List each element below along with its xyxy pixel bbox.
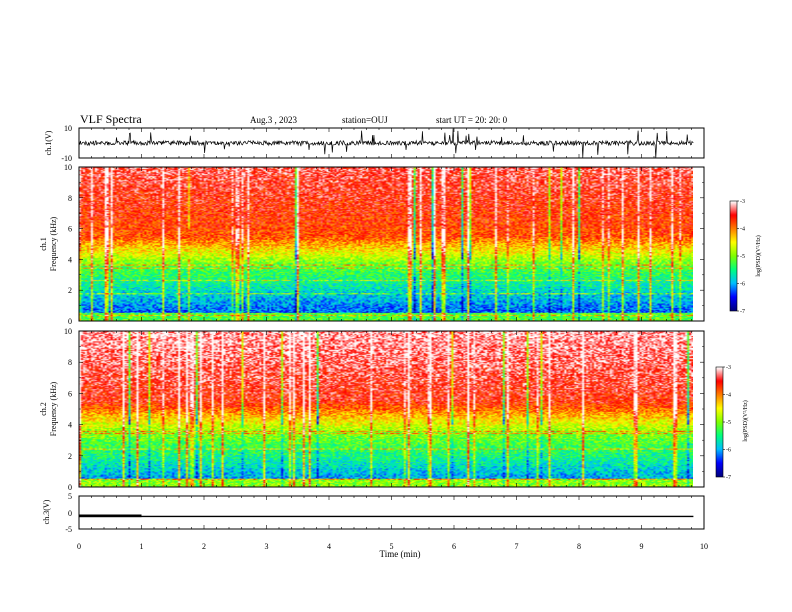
x-tick-label: 9 [640,542,644,551]
colorbar-gradient [716,367,723,477]
ch3-wave-ytick-bottom: -5 [65,525,72,534]
ch3-wave-ylabel: ch.3(V) [42,499,51,524]
x-tick-label: 3 [265,542,269,551]
freq-tick-label: 8 [68,194,72,203]
ch1-wave-ytick-bottom: -10 [61,154,72,163]
station-label: station=OUJ [342,115,388,125]
freq-tick-label: 4 [68,421,72,430]
ch2-spectrogram-image [79,331,693,487]
x-tick-label: 4 [327,542,331,551]
ch3-wave-ytick-mid: 0 [68,509,72,518]
freq-tick-label: 2 [68,286,72,295]
ch1-wave-ytick-top: 10 [64,124,72,133]
ch3-wave-ytick-top: 5 [68,492,72,501]
x-axis-ticks: 0 1 2 3 4 5 6 7 8 9 10 [77,128,708,551]
ch2-spec-yticks: 0 2 4 6 8 10 [64,327,704,492]
date-label: Aug.3 , 2023 [250,115,297,125]
colorbar-gradient [730,201,737,311]
freq-tick-label: 0 [68,483,72,492]
x-tick-label: 2 [202,542,206,551]
freq-tick-label: 6 [68,389,72,398]
chart-title: VLF Spectra [80,112,142,126]
freq-tick-label: 4 [68,255,72,264]
colorbar-tick-label: -4 [740,227,745,233]
ch1-spectrogram-image [79,167,693,321]
ch2-colorbar-label: log(PSD)(V²/Hz) [742,400,749,441]
ch1-spec-yticks: 0 2 4 6 8 10 [64,163,704,326]
freq-tick-label: 10 [64,327,72,336]
x-tick-label: 10 [700,542,708,551]
ch1-spec-ylabel-ch: ch.1 [39,237,48,251]
colorbar-tick-label: -4 [726,393,731,399]
colorbar-tick-label: -6 [740,282,745,288]
colorbar-tick-label: -5 [726,420,731,426]
ch3-waveform-frame [78,495,705,530]
x-tick-label: 7 [515,542,519,551]
colorbar-tick-label: -3 [726,365,731,371]
start-ut-label: start UT = 20: 20: 0 [436,115,508,125]
ch1-spec-ylabel-freq: Frequency (kHz) [49,216,58,271]
ch1-wave-ylabel: ch.1(V) [44,130,53,155]
colorbar-tick-label: -3 [740,199,745,205]
colorbar-tick-label: -7 [726,475,731,481]
x-tick-label: 1 [140,542,144,551]
ch2-spec-ylabel-freq: Frequency (kHz) [49,381,58,436]
freq-tick-label: 6 [68,225,72,234]
ch2-spec-ylabel-ch: ch.2 [39,402,48,416]
ch1-waveform-line [78,128,694,159]
freq-tick-label: 10 [64,163,72,172]
colorbar-tick-label: -6 [726,448,731,454]
ch2-colorbar-ticks: -3 -4 -5 -6 -7 [723,365,731,481]
x-axis-label: Time (min) [380,549,421,559]
ch3-waveform-panel: 5 0 -5 ch.3(V) [42,492,705,534]
colorbar-tick-label: -5 [740,254,745,260]
x-tick-label: 8 [577,542,581,551]
ch1-colorbar-label: log(PSD)(V²/Hz) [755,235,762,276]
freq-tick-label: 0 [68,317,72,326]
freq-tick-label: 8 [68,358,72,367]
freq-tick-label: 2 [68,452,72,461]
x-tick-label: 5 [390,542,394,551]
colorbar-tick-label: -7 [740,309,745,315]
ch1-colorbar-ticks: -3 -4 -5 -6 -7 [737,199,745,315]
x-tick-label: 6 [452,542,456,551]
x-tick-label: 0 [77,542,81,551]
ch1-waveform-panel: 10 -10 ch.1(V) [44,124,705,163]
